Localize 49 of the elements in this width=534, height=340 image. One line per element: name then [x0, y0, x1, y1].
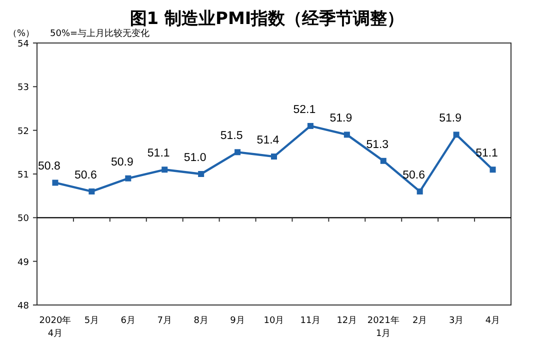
chart-title: 图1 制造业PMI指数（经季节调整） — [130, 9, 404, 29]
data-label: 51.0 — [184, 152, 206, 164]
data-label: 50.6 — [402, 169, 426, 182]
y-tick-label: 54 — [18, 40, 30, 50]
point — [162, 166, 168, 173]
data-label: 50.9 — [110, 156, 134, 168]
data-label: 51.9 — [330, 112, 352, 125]
x-tick-label: 3月 — [448, 316, 464, 326]
data-label: 50.6 — [74, 169, 97, 182]
point — [453, 132, 460, 138]
y-tick-label: 50 — [18, 214, 30, 224]
y-tick-label: 51 — [18, 170, 29, 180]
point — [307, 122, 314, 129]
point — [416, 188, 423, 194]
point — [198, 171, 204, 177]
data-label: 51.3 — [366, 138, 389, 151]
point — [125, 175, 132, 182]
x-tick-label: 4月 — [485, 316, 500, 326]
x-tick-label: 12月 — [336, 316, 358, 326]
x-tick-label: 2021年 1月 — [367, 315, 400, 339]
x-tick-label: 2020年 4月 — [39, 315, 72, 339]
point — [344, 132, 350, 138]
y-axis-title: （%） — [8, 29, 35, 39]
data-label: 51.1 — [476, 148, 498, 160]
x-tick-label: 9月 — [230, 316, 245, 326]
point — [380, 158, 386, 164]
point — [88, 188, 95, 194]
x-tick-label: 7月 — [157, 316, 172, 326]
point — [271, 154, 277, 160]
x-tick-label: 5月 — [84, 316, 100, 326]
y-tick-label: 53 — [18, 83, 29, 94]
data-label: 50.8 — [38, 160, 60, 173]
x-tick-label: 10月 — [264, 316, 284, 326]
data-label: 52.1 — [293, 104, 316, 116]
y-tick-label: 52 — [18, 126, 29, 137]
x-tick-label: 11月 — [300, 316, 321, 326]
data-label: 51.9 — [439, 112, 462, 125]
data-label: 51.1 — [147, 148, 170, 160]
text: 50%=与上月比较无变化 — [50, 28, 150, 39]
data-label: 51.5 — [220, 130, 243, 142]
x-tick-label: 6月 — [120, 316, 136, 326]
x-tick-label: 8月 — [194, 316, 208, 326]
point — [490, 166, 496, 173]
x-tick-label: 2月 — [412, 316, 428, 326]
y-tick-label: 49 — [18, 258, 30, 268]
y-tick-label: 48 — [18, 302, 30, 312]
point — [52, 180, 58, 186]
data-label: 51.4 — [256, 134, 280, 147]
point — [234, 149, 241, 156]
